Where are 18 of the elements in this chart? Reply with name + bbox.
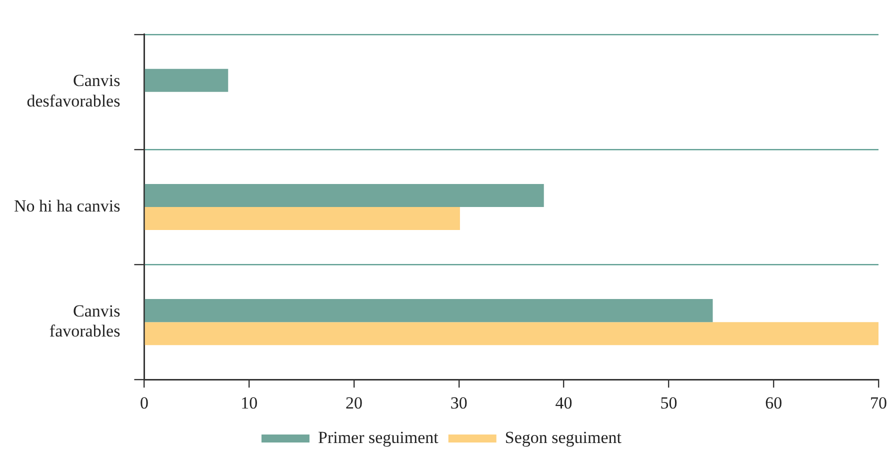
bar: [144, 184, 544, 207]
x-tick-label: 0: [140, 393, 148, 412]
x-tick-label: 20: [346, 393, 363, 412]
x-tick-label: 70: [870, 393, 887, 412]
bar: [144, 299, 713, 322]
y-tick-label: No hi ha canvis: [14, 196, 120, 216]
x-tick-label: 10: [240, 393, 258, 412]
y-tick-label: Canvis desfavorables: [26, 71, 120, 111]
y-tick-label: Canvis favorables: [49, 301, 120, 341]
legend-label: Segon seguiment: [504, 428, 622, 447]
x-tick-label: 60: [765, 393, 782, 412]
bar: [144, 207, 460, 230]
bar: [144, 68, 228, 92]
x-tick-label: 30: [450, 393, 468, 412]
legend-label: Primer seguiment: [318, 428, 439, 447]
x-tick-label: 50: [660, 393, 678, 412]
bar: [144, 322, 878, 346]
x-tick-label: 40: [555, 393, 572, 412]
